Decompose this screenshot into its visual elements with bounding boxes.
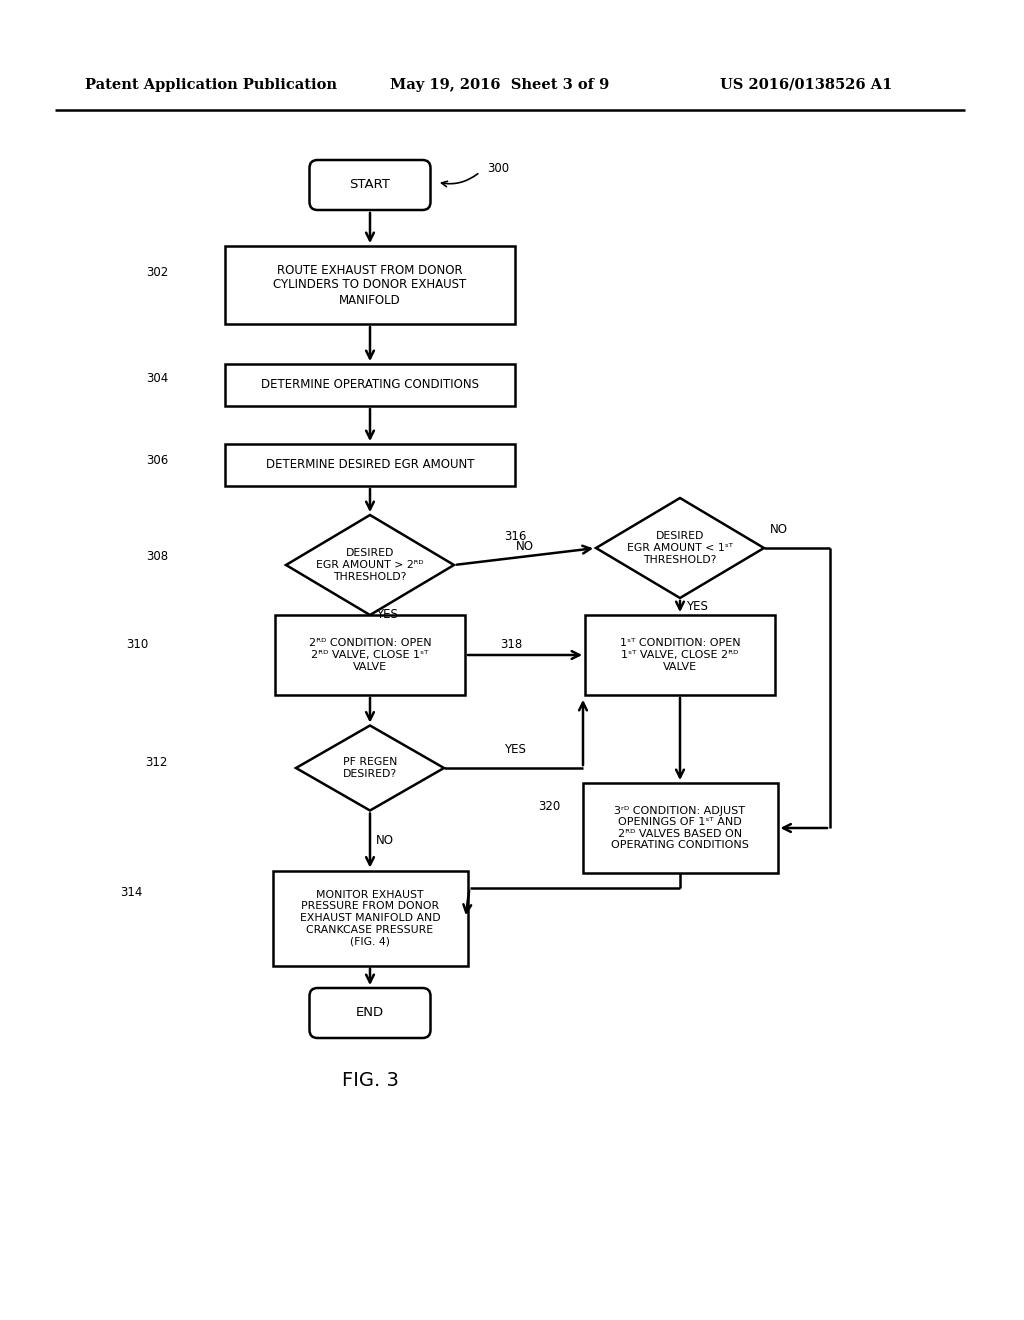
FancyBboxPatch shape [275,615,465,696]
Text: PF REGEN
DESIRED?: PF REGEN DESIRED? [343,758,397,779]
Text: 300: 300 [487,161,509,174]
Text: DESIRED
EGR AMOUNT < 1ˢᵀ
THRESHOLD?: DESIRED EGR AMOUNT < 1ˢᵀ THRESHOLD? [627,532,733,565]
Text: Patent Application Publication: Patent Application Publication [85,78,337,92]
Text: 1ˢᵀ CONDITION: OPEN
1ˢᵀ VALVE, CLOSE 2ᴿᴰ
VALVE: 1ˢᵀ CONDITION: OPEN 1ˢᵀ VALVE, CLOSE 2ᴿᴰ… [620,639,740,672]
Polygon shape [596,498,764,598]
Text: 320: 320 [538,800,560,813]
Text: YES: YES [504,743,525,756]
Text: 314: 314 [121,887,143,899]
FancyBboxPatch shape [309,987,430,1038]
Text: 310: 310 [126,639,148,652]
Text: 2ᴿᴰ CONDITION: OPEN
2ᴿᴰ VALVE, CLOSE 1ˢᵀ
VALVE: 2ᴿᴰ CONDITION: OPEN 2ᴿᴰ VALVE, CLOSE 1ˢᵀ… [308,639,431,672]
FancyBboxPatch shape [272,870,468,965]
Text: END: END [356,1006,384,1019]
Text: MONITOR EXHAUST
PRESSURE FROM DONOR
EXHAUST MANIFOLD AND
CRANKCASE PRESSURE
(FIG: MONITOR EXHAUST PRESSURE FROM DONOR EXHA… [300,890,440,946]
Text: 318: 318 [500,639,522,652]
Text: START: START [349,178,390,191]
FancyBboxPatch shape [225,364,515,407]
Text: 308: 308 [145,549,168,562]
Text: 306: 306 [145,454,168,466]
Text: DETERMINE DESIRED EGR AMOUNT: DETERMINE DESIRED EGR AMOUNT [266,458,474,471]
Text: 304: 304 [145,372,168,385]
FancyBboxPatch shape [585,615,775,696]
Text: YES: YES [376,609,398,622]
FancyBboxPatch shape [309,160,430,210]
FancyBboxPatch shape [583,783,777,873]
Text: DETERMINE OPERATING CONDITIONS: DETERMINE OPERATING CONDITIONS [261,379,479,392]
Text: YES: YES [686,601,708,612]
Text: 312: 312 [145,755,168,768]
Text: 302: 302 [145,267,168,280]
Text: 3ʳᴰ CONDITION: ADJUST
OPENINGS OF 1ˢᵀ AND
2ᴿᴰ VALVES BASED ON
OPERATING CONDITIO: 3ʳᴰ CONDITION: ADJUST OPENINGS OF 1ˢᵀ AN… [611,805,749,850]
Text: NO: NO [770,523,788,536]
Text: DESIRED
EGR AMOUNT > 2ᴿᴰ
THRESHOLD?: DESIRED EGR AMOUNT > 2ᴿᴰ THRESHOLD? [316,548,424,582]
Text: NO: NO [376,834,394,847]
Text: FIG. 3: FIG. 3 [342,1071,398,1089]
Text: US 2016/0138526 A1: US 2016/0138526 A1 [720,78,892,92]
Text: May 19, 2016  Sheet 3 of 9: May 19, 2016 Sheet 3 of 9 [390,78,609,92]
Polygon shape [286,515,454,615]
Text: ROUTE EXHAUST FROM DONOR
CYLINDERS TO DONOR EXHAUST
MANIFOLD: ROUTE EXHAUST FROM DONOR CYLINDERS TO DO… [273,264,467,306]
Polygon shape [296,726,444,810]
FancyBboxPatch shape [225,246,515,323]
Text: 316: 316 [505,531,527,544]
FancyBboxPatch shape [225,444,515,486]
Text: NO: NO [516,540,534,553]
